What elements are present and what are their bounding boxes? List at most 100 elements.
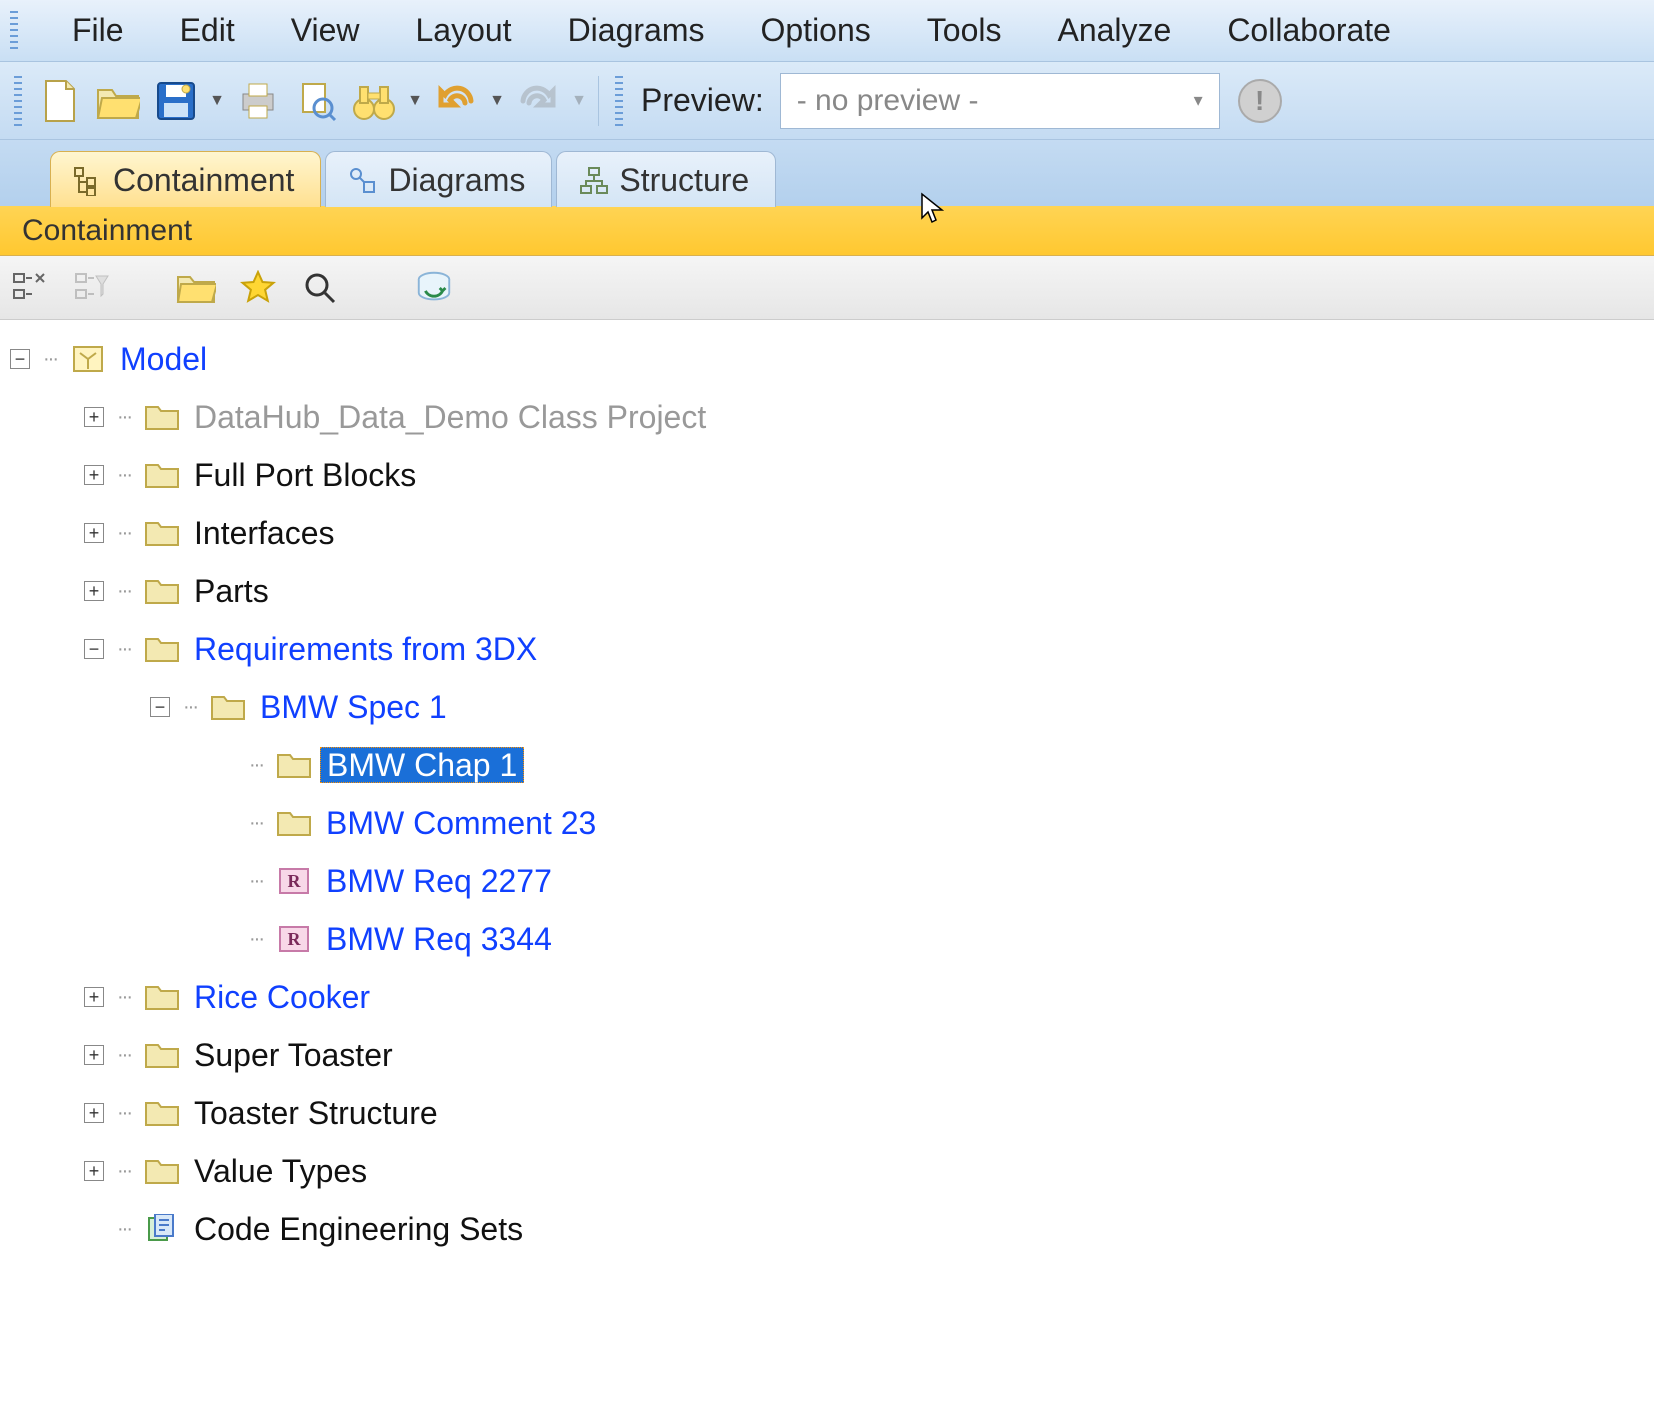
- tree-node-label[interactable]: Super Toaster: [188, 1037, 399, 1073]
- tab-label: Diagrams: [388, 162, 525, 199]
- tree-node-label[interactable]: Parts: [188, 573, 275, 609]
- new-file-icon[interactable]: [34, 75, 86, 127]
- collapse-minus-icon[interactable]: −: [10, 349, 30, 369]
- tab-structure[interactable]: Structure: [556, 151, 776, 207]
- tree-node-label[interactable]: Rice Cooker: [188, 979, 376, 1015]
- model-icon: [70, 344, 106, 374]
- redo-icon[interactable]: [512, 75, 564, 127]
- tree-row[interactable]: ··· Code Engineering Sets: [10, 1200, 1654, 1258]
- open-folder-icon[interactable]: [92, 75, 144, 127]
- tree-row[interactable]: + ··· Toaster Structure: [10, 1084, 1654, 1142]
- menubar: File Edit View Layout Diagrams Options T…: [0, 0, 1654, 62]
- expand-plus-icon[interactable]: +: [84, 465, 104, 485]
- folder-icon: [144, 1156, 180, 1186]
- expand-spacer: [216, 929, 236, 949]
- tree-row[interactable]: + ··· Full Port Blocks: [10, 446, 1654, 504]
- expand-plus-icon[interactable]: +: [84, 523, 104, 543]
- expand-plus-icon[interactable]: +: [84, 987, 104, 1007]
- tree-node-label[interactable]: BMW Spec 1: [254, 689, 453, 725]
- tree-row[interactable]: + ··· Value Types: [10, 1142, 1654, 1200]
- tree-node-label[interactable]: Interfaces: [188, 515, 341, 551]
- tree-node-label[interactable]: BMW Req 2277: [320, 863, 558, 899]
- menu-file[interactable]: File: [64, 8, 132, 53]
- expand-plus-icon[interactable]: +: [84, 1103, 104, 1123]
- undo-icon[interactable]: [430, 75, 482, 127]
- toolbar-separator: [598, 76, 599, 126]
- tree-node-label[interactable]: Value Types: [188, 1153, 373, 1189]
- binoculars-icon[interactable]: [348, 75, 400, 127]
- menu-tools[interactable]: Tools: [919, 8, 1010, 53]
- expand-plus-icon[interactable]: +: [84, 581, 104, 601]
- expand-plus-icon[interactable]: +: [84, 1161, 104, 1181]
- tree-row[interactable]: − ··· Requirements from 3DX: [10, 620, 1654, 678]
- containment-tree[interactable]: − ··· Model + ··· DataHub_Data_Demo Clas…: [0, 320, 1654, 1258]
- tree-connector: ···: [112, 581, 136, 601]
- alert-status-icon[interactable]: !: [1238, 79, 1282, 123]
- tree-row[interactable]: + ··· Parts: [10, 562, 1654, 620]
- tree-row[interactable]: ··· R BMW Req 3344: [10, 910, 1654, 968]
- tree-row[interactable]: + ··· DataHub_Data_Demo Class Project: [10, 388, 1654, 446]
- tree-node-label[interactable]: Requirements from 3DX: [188, 631, 543, 667]
- tree-node-label[interactable]: BMW Chap 1: [320, 747, 524, 783]
- tree-node-label[interactable]: DataHub_Data_Demo Class Project: [188, 399, 712, 435]
- panel-header: Containment: [0, 206, 1654, 256]
- menu-layout[interactable]: Layout: [407, 8, 519, 53]
- find-dropdown-icon[interactable]: ▼: [406, 92, 424, 110]
- tree-row[interactable]: + ··· Interfaces: [10, 504, 1654, 562]
- toolbar-grip-2[interactable]: [615, 76, 623, 126]
- menu-diagrams[interactable]: Diagrams: [560, 8, 713, 53]
- collapse-minus-icon[interactable]: −: [84, 639, 104, 659]
- toolbar-grip-1[interactable]: [14, 76, 22, 126]
- save-dropdown-icon[interactable]: ▼: [208, 92, 226, 110]
- tree-node-label[interactable]: BMW Req 3344: [320, 921, 558, 957]
- undo-dropdown-icon[interactable]: ▼: [488, 92, 506, 110]
- tab-containment[interactable]: Containment: [50, 151, 321, 207]
- print-preview-icon[interactable]: [290, 75, 342, 127]
- expand-filter-icon[interactable]: [72, 268, 112, 308]
- tree-node-label[interactable]: Model: [114, 341, 213, 377]
- preview-label: Preview:: [641, 82, 764, 119]
- tree-connector: ···: [112, 1219, 136, 1239]
- preview-select[interactable]: - no preview - ▾: [780, 73, 1220, 129]
- tree-row[interactable]: ··· BMW Chap 1: [10, 736, 1654, 794]
- redo-dropdown-icon[interactable]: ▼: [570, 92, 588, 110]
- tree-node-label[interactable]: Toaster Structure: [188, 1095, 444, 1131]
- menu-analyze[interactable]: Analyze: [1049, 8, 1179, 53]
- open-location-icon[interactable]: [176, 268, 216, 308]
- expand-spacer: [216, 813, 236, 833]
- expand-plus-icon[interactable]: +: [84, 407, 104, 427]
- tree-row[interactable]: ··· R BMW Req 2277: [10, 852, 1654, 910]
- tree-row[interactable]: + ··· Rice Cooker: [10, 968, 1654, 1026]
- print-icon[interactable]: [232, 75, 284, 127]
- menu-edit[interactable]: Edit: [172, 8, 243, 53]
- menubar-grip[interactable]: [10, 11, 18, 51]
- favorites-star-icon[interactable]: [238, 268, 278, 308]
- tree-connector: ···: [112, 407, 136, 427]
- tab-diagrams[interactable]: Diagrams: [325, 151, 552, 207]
- menu-collaborate[interactable]: Collaborate: [1219, 8, 1399, 53]
- req-icon: R: [276, 866, 312, 896]
- folder-icon: [276, 808, 312, 838]
- search-icon[interactable]: [300, 268, 340, 308]
- tree-node-label[interactable]: Full Port Blocks: [188, 457, 422, 493]
- tree-connector: ···: [178, 697, 202, 717]
- menu-options[interactable]: Options: [752, 8, 878, 53]
- tree-row[interactable]: ··· BMW Comment 23: [10, 794, 1654, 852]
- menu-view[interactable]: View: [283, 8, 368, 53]
- tree-row[interactable]: − ··· Model: [10, 330, 1654, 388]
- tree-connector: ···: [112, 465, 136, 485]
- tree-row[interactable]: − ··· BMW Spec 1: [10, 678, 1654, 736]
- tree-node-label[interactable]: BMW Comment 23: [320, 805, 602, 841]
- folder-icon: [276, 750, 312, 780]
- tree-connector: ···: [112, 523, 136, 543]
- expand-plus-icon[interactable]: +: [84, 1045, 104, 1065]
- folder-icon: [144, 460, 180, 490]
- panel-title: Containment: [22, 214, 192, 248]
- save-icon[interactable]: [150, 75, 202, 127]
- tree-node-label[interactable]: Code Engineering Sets: [188, 1211, 529, 1247]
- expand-spacer: [216, 871, 236, 891]
- tree-row[interactable]: + ··· Super Toaster: [10, 1026, 1654, 1084]
- collapse-minus-icon[interactable]: −: [150, 697, 170, 717]
- sync-drum-icon[interactable]: [414, 268, 454, 308]
- collapse-all-icon[interactable]: [10, 268, 50, 308]
